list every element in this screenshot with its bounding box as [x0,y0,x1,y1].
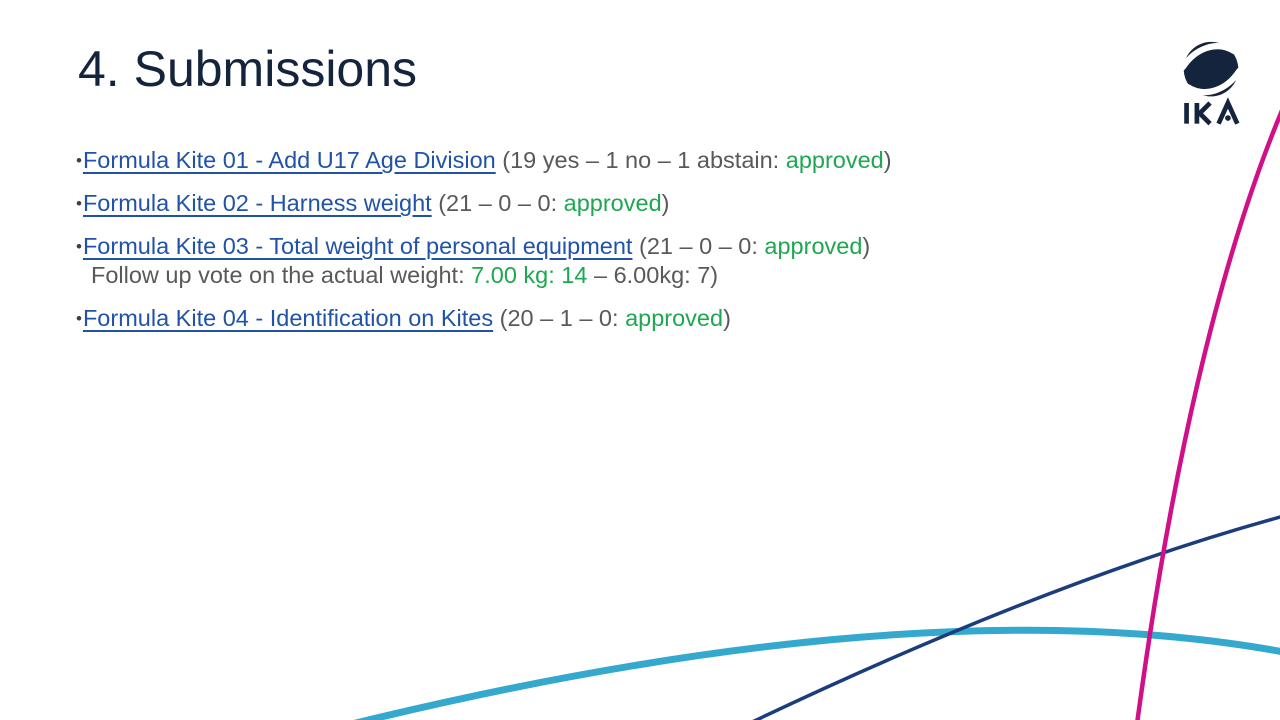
ika-wordmark [1184,97,1240,126]
bullet-glyph: • [76,151,82,170]
navy-swoosh-curve [752,515,1280,720]
followup-vote-line: Follow up vote on the actual weight: 7.0… [76,261,1116,290]
bullet-glyph: • [76,194,82,213]
vote-result: approved [785,147,884,173]
vote-tally: (19 yes – 1 no – 1 abstain: [502,147,786,173]
submission-item: •Formula Kite 02 - Harness weight (21 – … [76,189,1116,218]
submission-list: •Formula Kite 01 - Add U17 Age Division … [76,146,1116,347]
submission-item: •Formula Kite 03 - Total weight of perso… [76,232,1116,290]
vote-result: approved [764,233,863,259]
vote-result: approved [563,190,662,216]
vote-tally-close: ) [883,147,892,173]
vote-tally: (20 – 1 – 0: [499,305,626,331]
followup-text: Follow up vote on the actual weight: [91,262,472,288]
bullet-glyph: • [76,237,82,256]
page-title: 4. Submissions [78,41,418,97]
submission-item: •Formula Kite 04 - Identification on Kit… [76,304,1116,333]
vote-tally-close: ) [661,190,670,216]
bullet-glyph: • [76,309,82,328]
vote-tally-close: ) [862,233,871,259]
submission-link-fk01[interactable]: Formula Kite 01 - Add U17 Age Division [82,147,496,173]
followup-winning-option: 7.00 kg: 14 [471,262,588,288]
submission-link-fk02[interactable]: Formula Kite 02 - Harness weight [82,190,432,216]
vote-result: approved [625,305,724,331]
vote-tally: (21 – 0 – 0: [438,190,564,216]
vote-tally-close: ) [723,305,731,331]
ika-logo [1179,41,1243,126]
magenta-swoosh-curve [1135,109,1280,720]
cyan-swoosh-curve [353,626,1280,720]
ika-emblem-icon [1179,41,1243,97]
vote-tally: (21 – 0 – 0: [639,233,765,259]
followup-losing-option: – 6.00kg: 7) [587,262,719,288]
submission-item: •Formula Kite 01 - Add U17 Age Division … [76,146,1116,175]
submission-link-fk04[interactable]: Formula Kite 04 - Identification on Kite… [82,305,494,331]
submission-link-fk03[interactable]: Formula Kite 03 - Total weight of person… [82,233,633,259]
